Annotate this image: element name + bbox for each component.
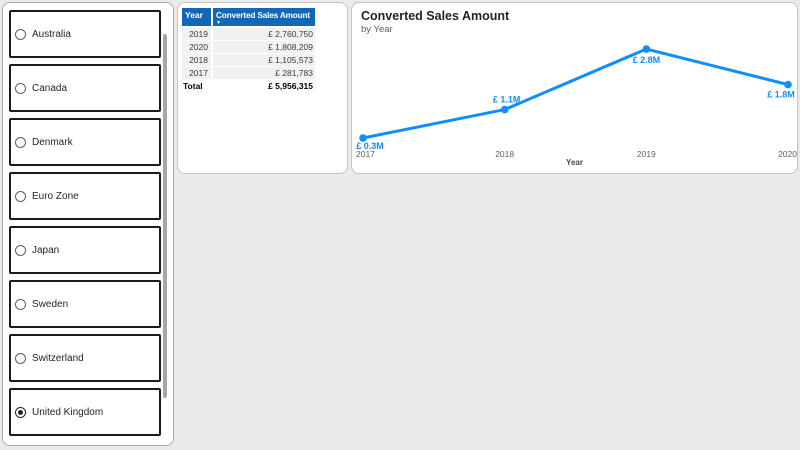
total-amount-cell: £ 5,956,315 (213, 80, 315, 93)
slicer-option-label: Euro Zone (32, 190, 79, 202)
radio-unchecked-icon (15, 244, 26, 256)
slicer-option-euro-zone[interactable]: Euro Zone (9, 172, 161, 220)
slicer-option-switzerland[interactable]: Switzerland (9, 334, 161, 382)
radio-unchecked-icon (15, 352, 26, 364)
slicer-option-label: United Kingdom (32, 406, 104, 418)
data-point-2017[interactable] (359, 134, 367, 142)
data-point-2020[interactable] (784, 80, 792, 89)
amount-cell: £ 1,808,209 (213, 41, 315, 54)
data-point-2018[interactable] (500, 105, 509, 114)
radio-unchecked-icon (15, 298, 26, 310)
year-cell: 2020 (182, 41, 211, 54)
slicer-option-canada[interactable]: Canada (9, 64, 161, 112)
chart-subtitle: by Year (361, 24, 393, 35)
year-cell: 2019 (182, 28, 211, 41)
slicer-option-label: Switzerland (32, 352, 84, 364)
chart-title: Converted Sales Amount (361, 9, 510, 23)
sales-line-chart-visual: £ 0.3M 2017 £ 1.1M 2018 £ 2.8M 2019 £ 1.8M 2020… (351, 2, 798, 174)
amount-cell: £ 2,760,750 (213, 28, 315, 41)
slicer-option-japan[interactable]: Japan (9, 226, 161, 274)
x-axis-title: Year (566, 158, 583, 167)
data-label-2019: £ 2.8M (633, 55, 661, 65)
column-header-converted-sales-amount[interactable]: Converted Sales Amount ▼ (213, 8, 315, 26)
x-tick-2017: 2017 (356, 149, 375, 159)
column-header-year[interactable]: Year (182, 8, 211, 26)
radio-unchecked-icon (15, 190, 26, 202)
slicer-option-australia[interactable]: Australia (9, 10, 161, 58)
country-slicer-visual: Australia Canada Denmark Euro Zone Japan… (2, 2, 174, 446)
sort-descending-icon: ▼ (216, 20, 221, 26)
x-tick-2018: 2018 (495, 149, 514, 159)
table-row: 2019 £ 2,760,750 (182, 28, 315, 41)
table-header-row: Year Converted Sales Amount ▼ (182, 8, 315, 28)
table-row: 2018 £ 1,105,573 (182, 54, 315, 67)
year-cell: 2018 (182, 54, 211, 67)
x-tick-2019: 2019 (637, 149, 656, 159)
slicer-option-label: Sweden (32, 298, 69, 310)
slicer-option-label: Japan (32, 244, 60, 256)
country-slicer-list: Australia Canada Denmark Euro Zone Japan… (3, 3, 173, 436)
amount-cell: £ 281,783 (213, 67, 315, 80)
column-header-label: Converted Sales Amount (216, 10, 310, 20)
radio-unchecked-icon (15, 82, 26, 94)
slicer-option-sweden[interactable]: Sweden (9, 280, 161, 328)
sales-table-visual: Year Converted Sales Amount ▼ 2019 £ 2,7… (177, 2, 348, 174)
slicer-option-label: Denmark (32, 136, 73, 148)
table-total-row: Total £ 5,956,315 (182, 80, 315, 93)
radio-unchecked-icon (15, 136, 26, 148)
slicer-option-united-kingdom[interactable]: United Kingdom (9, 388, 161, 436)
radio-checked-icon (15, 406, 26, 418)
amount-cell: £ 1,105,573 (213, 54, 315, 67)
data-label-2017: £ 0.3M (356, 141, 384, 151)
table-row: 2017 £ 281,783 (182, 67, 315, 80)
data-point-2019[interactable] (642, 45, 651, 53)
table-row: 2020 £ 1,808,209 (182, 41, 315, 54)
data-label-2018: £ 1.1M (493, 95, 521, 105)
total-label-cell: Total (182, 80, 211, 93)
slicer-scrollbar-thumb[interactable] (163, 34, 167, 398)
sales-trend-line (362, 47, 789, 140)
radio-unchecked-icon (15, 28, 26, 40)
year-cell: 2017 (182, 67, 211, 80)
slicer-option-label: Canada (32, 82, 68, 94)
sales-table: Year Converted Sales Amount ▼ 2019 £ 2,7… (182, 8, 315, 93)
slicer-option-label: Australia (32, 28, 71, 40)
data-label-2020: £ 1.8M (767, 90, 795, 100)
slicer-option-denmark[interactable]: Denmark (9, 118, 161, 166)
x-tick-2020: 2020 (778, 149, 797, 159)
